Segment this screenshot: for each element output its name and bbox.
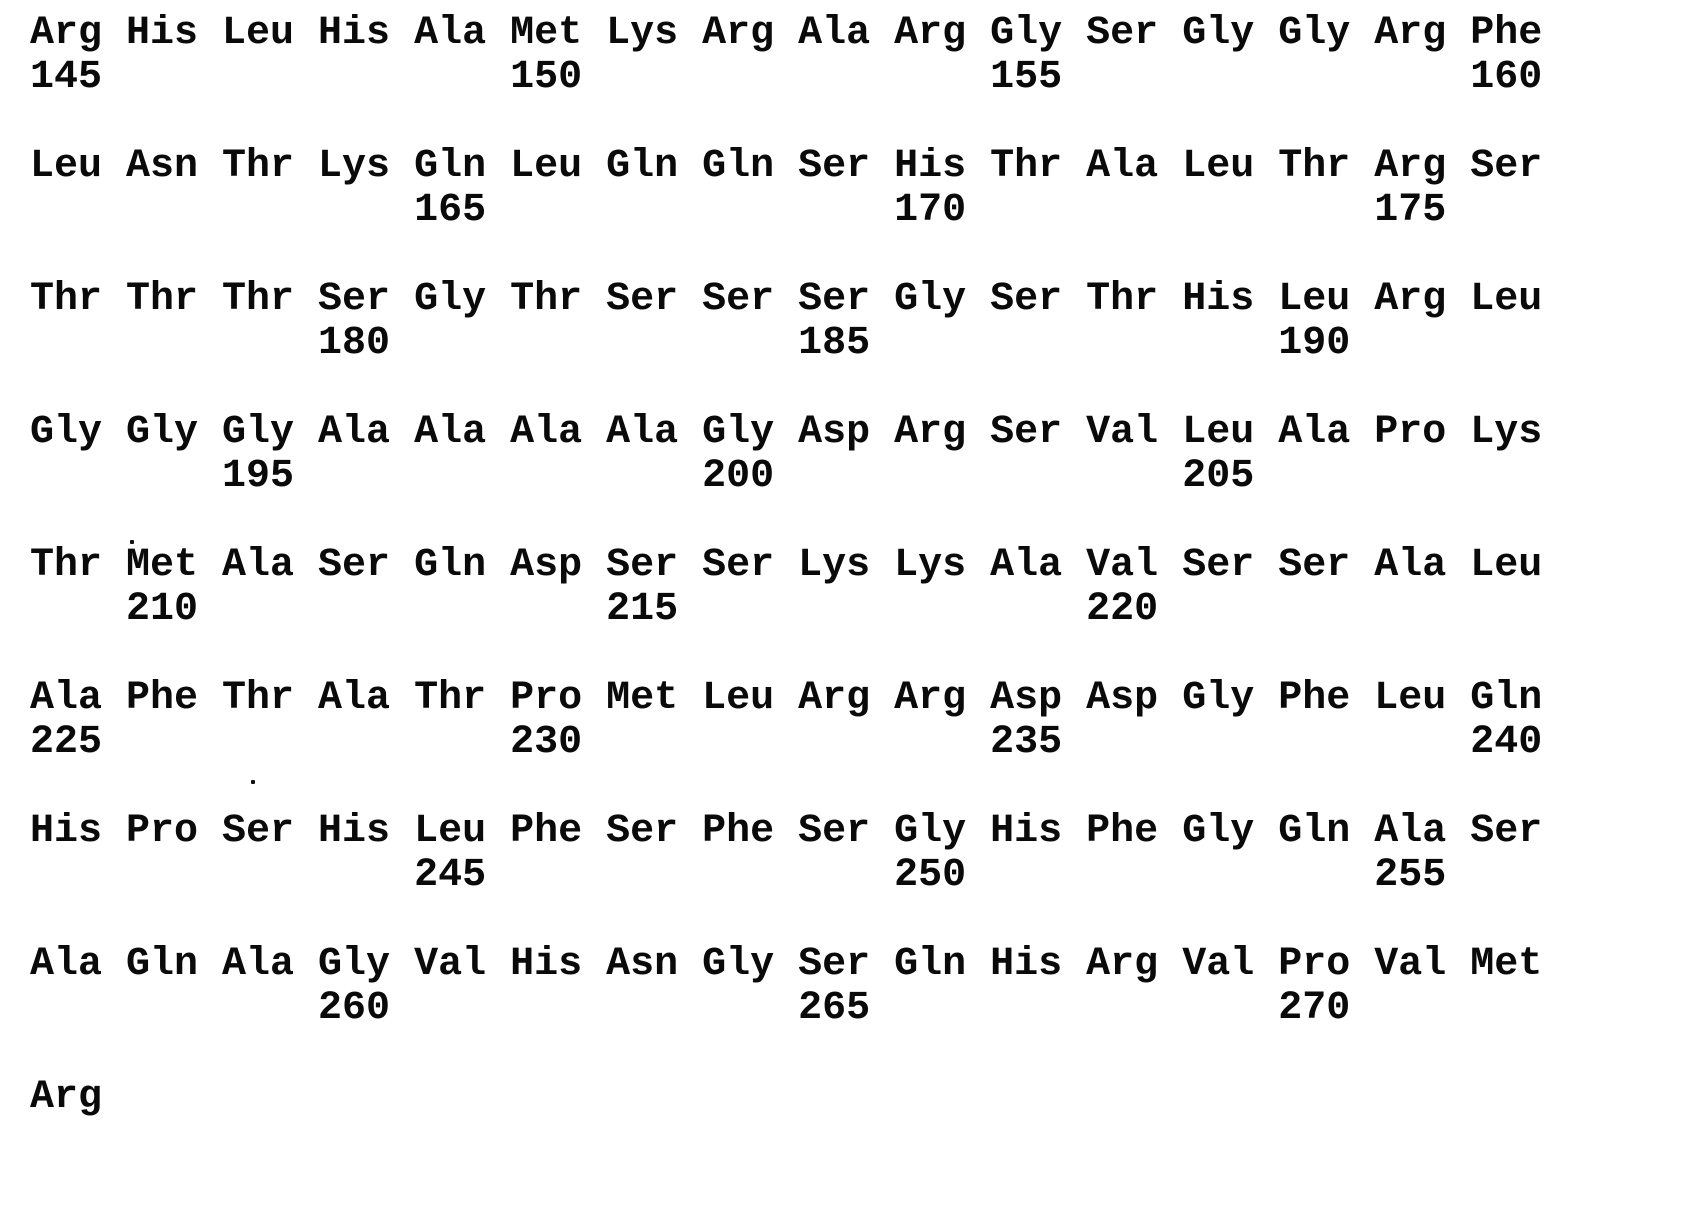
position-number-line: 260 265 270 [30, 986, 1351, 1031]
sequence-row: Ala Phe Thr Ala Thr Pro Met Leu Arg Arg … [30, 677, 1542, 765]
position-number-line: 210 215 220 [30, 587, 1159, 632]
position-number-line: 180 185 190 [30, 321, 1351, 366]
position-number-line: 195 200 205 [30, 454, 1255, 499]
residue-line: Gly Gly Gly Ala Ala Ala Ala Gly Asp Arg … [30, 410, 1543, 455]
position-number-line: 145 150 155 160 [30, 55, 1543, 100]
sequence-row: Arg His Leu His Ala Met Lys Arg Ala Arg … [30, 12, 1542, 100]
residue-line: His Pro Ser His Leu Phe Ser Phe Ser Gly … [30, 809, 1543, 854]
sequence-row: Thr Thr Thr Ser Gly Thr Ser Ser Ser Gly … [30, 278, 1542, 366]
residue-line: Arg His Leu His Ala Met Lys Arg Ala Arg … [30, 11, 1543, 56]
residue-line: Thr Thr Thr Ser Gly Thr Ser Ser Ser Gly … [30, 277, 1543, 322]
residue-line: Arg [30, 1075, 103, 1120]
position-number-line: 165 170 175 [30, 188, 1447, 233]
sequence-row: Ala Gln Ala Gly Val His Asn Gly Ser Gln … [30, 943, 1542, 1031]
residue-line: Ala Gln Ala Gly Val His Asn Gly Ser Gln … [30, 942, 1543, 987]
residue-line: Ala Phe Thr Ala Thr Pro Met Leu Arg Arg … [30, 676, 1543, 721]
sequence-row: Thr Met Ala Ser Gln Asp Ser Ser Lys Lys … [30, 544, 1542, 632]
residue-line: Leu Asn Thr Lys Gln Leu Gln Gln Ser His … [30, 144, 1543, 189]
position-number-line: 225 230 235 240 [30, 720, 1543, 765]
scan-speck-artifact [130, 540, 134, 544]
sequence-row: Gly Gly Gly Ala Ala Ala Ala Gly Asp Arg … [30, 411, 1542, 499]
sequence-row: His Pro Ser His Leu Phe Ser Phe Ser Gly … [30, 810, 1542, 898]
sequence-row: Arg [30, 1076, 1542, 1120]
residue-line: Thr Met Ala Ser Gln Asp Ser Ser Lys Lys … [30, 543, 1543, 588]
sequence-listing: Arg His Leu His Ala Met Lys Arg Ala Arg … [30, 12, 1542, 1165]
sequence-row: Leu Asn Thr Lys Gln Leu Gln Gln Ser His … [30, 145, 1542, 233]
position-number-line: 245 250 255 [30, 853, 1447, 898]
scan-speck-artifact [251, 780, 255, 784]
